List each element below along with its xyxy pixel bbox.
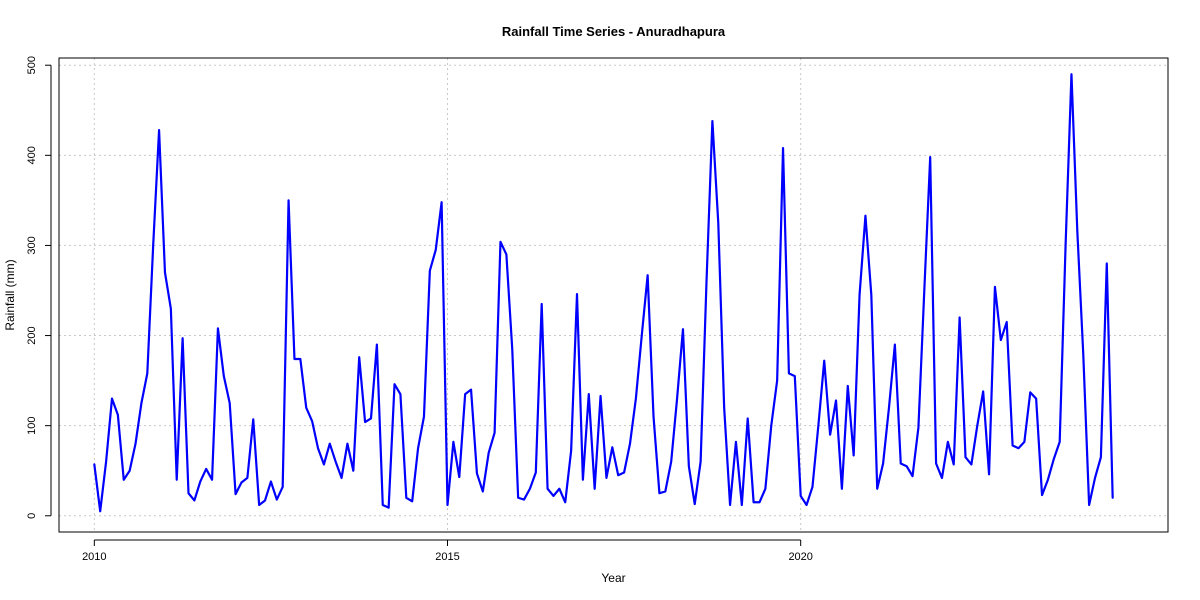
chart-title: Rainfall Time Series - Anuradhapura xyxy=(502,24,726,39)
y-tick-label: 100 xyxy=(26,416,38,434)
series-line-rainfall xyxy=(93,73,1114,513)
y-tick-label: 400 xyxy=(26,146,38,164)
x-tick-label: 2010 xyxy=(82,551,106,563)
x-tick-label: 2020 xyxy=(788,551,812,563)
y-tick-label: 200 xyxy=(26,326,38,344)
y-axis-label: Rainfall (mm) xyxy=(3,259,17,330)
plot-frame xyxy=(58,57,1169,533)
grid xyxy=(59,58,1168,532)
x-axis: 2010 2015 2020 xyxy=(82,539,813,563)
x-tick-label: 2015 xyxy=(435,551,459,563)
y-tick-label: 300 xyxy=(26,236,38,254)
y-axis: 0 100 200 300 400 500 xyxy=(26,56,52,519)
y-tick-label: 0 xyxy=(26,513,38,519)
x-axis-label: Year xyxy=(601,571,625,585)
y-tick-label: 500 xyxy=(26,56,38,74)
